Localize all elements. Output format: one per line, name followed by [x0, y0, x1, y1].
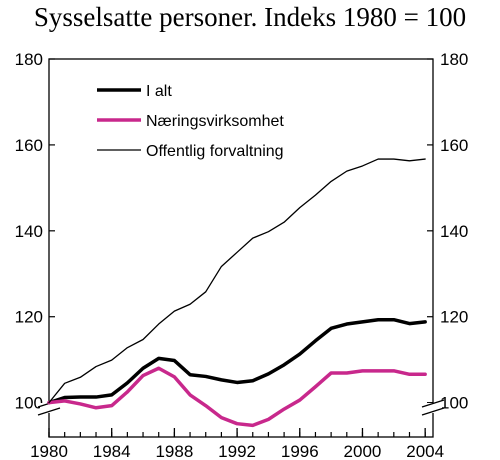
y-tick-label-left-100: 100 [15, 394, 43, 413]
legend-label-n-ringsvirksomhet: Næringsvirksomhet [146, 113, 284, 130]
chart-title: Sysselsatte personer. Indeks 1980 = 100 [33, 2, 467, 32]
y-tick-label-left-160: 160 [15, 136, 43, 155]
series-lines [47, 158, 427, 428]
y-axis-left: 100 120 140 160 180 [15, 50, 55, 413]
y-tick-label-left-140: 140 [15, 222, 43, 241]
x-tick-label-2004: 2004 [406, 442, 444, 460]
y-tick-label-right-180: 180 [440, 50, 468, 69]
y-tick-label-left-180: 180 [15, 50, 43, 69]
axis-break-mark-bottom-left [37, 407, 61, 416]
x-tick-label-1984: 1984 [93, 442, 131, 460]
axis-break-gap-left [40, 403, 58, 413]
y-tick-label-right-140: 140 [440, 222, 468, 241]
x-tick-label-1996: 1996 [281, 442, 319, 460]
x-tick-label-1992: 1992 [218, 442, 256, 460]
axis-break-mark-top-right [421, 399, 445, 408]
x-axis: 1980 1984 1988 1992 1996 2000 2004 [30, 428, 444, 460]
axis-break-gap-right [424, 403, 442, 413]
x-tick-label-1980: 1980 [30, 442, 68, 460]
series-line-n-ringsvirksomhet [47, 366, 427, 428]
series-line-i-alt [47, 317, 427, 405]
y-tick-label-left-120: 120 [15, 308, 43, 327]
plot-frame [48, 58, 434, 438]
y-tick-label-right-100: 100 [440, 394, 468, 413]
legend-label-offentlig-forvaltning: Offentlig forvaltning [146, 143, 284, 160]
legend: I alt Næringsvirksomhet Offentlig forvaltn… [97, 83, 284, 160]
x-tick-label-1988: 1988 [155, 442, 193, 460]
legend-label-i-alt: I alt [146, 83, 172, 100]
axis-break-mark-bottom-right [421, 407, 445, 416]
x-tick-label-2000: 2000 [344, 442, 382, 460]
y-tick-label-right-120: 120 [440, 308, 468, 327]
series-line-offentlig-forvaltning [48, 158, 426, 404]
y-tick-label-right-160: 160 [440, 136, 468, 155]
y-axis-right: 100 120 140 160 180 [427, 50, 468, 413]
